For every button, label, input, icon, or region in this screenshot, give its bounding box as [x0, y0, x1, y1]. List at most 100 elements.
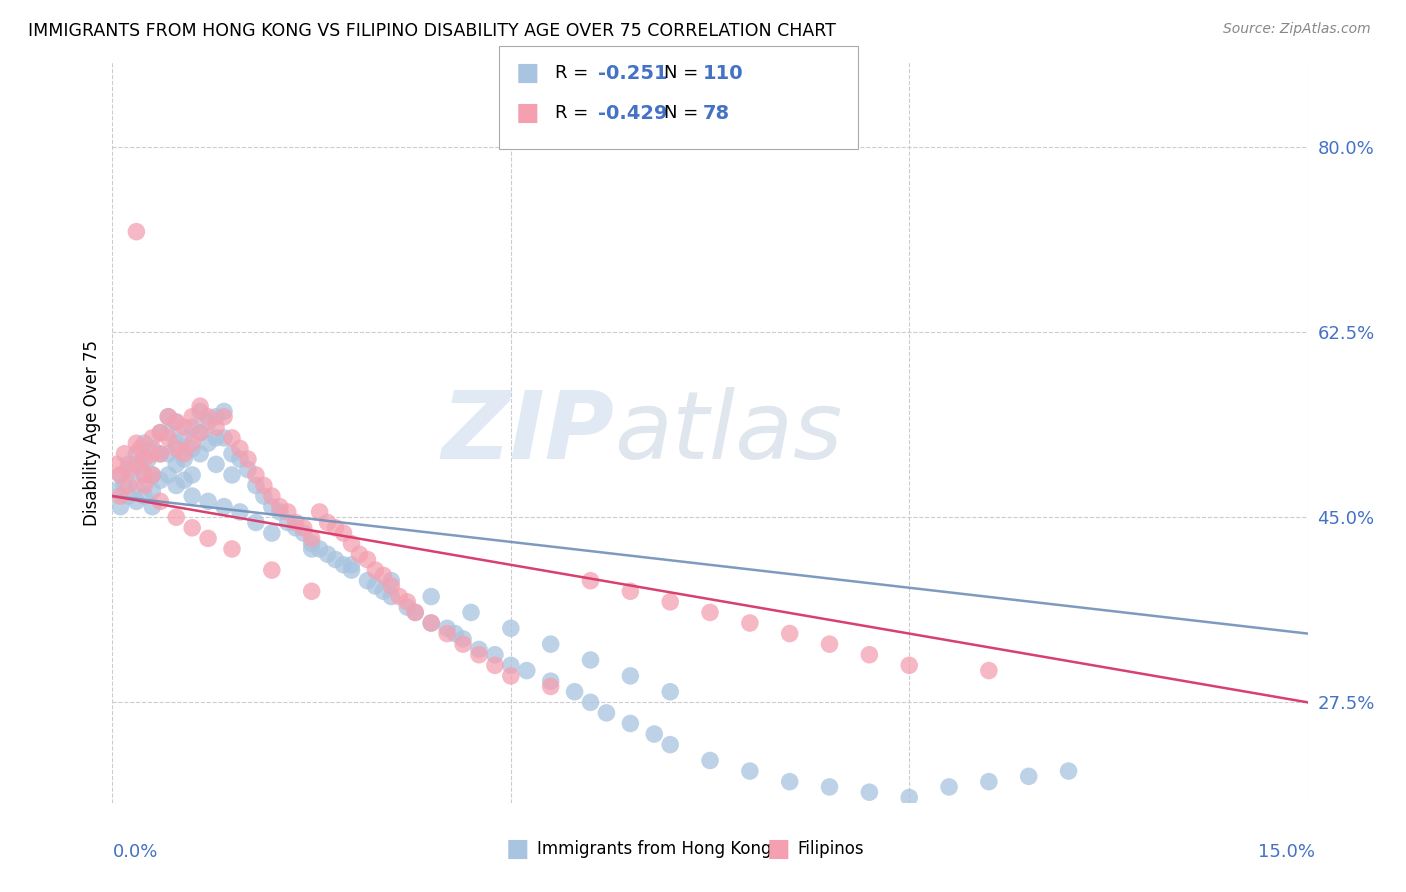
Point: [269, 505, 291, 519]
Point: [373, 568, 395, 582]
Point: [316, 516, 339, 530]
Point: [197, 532, 219, 546]
Point: [125, 494, 148, 508]
Point: [579, 695, 602, 709]
Point: [221, 431, 243, 445]
Point: [340, 558, 363, 572]
Point: [396, 595, 419, 609]
Point: [181, 436, 204, 450]
Point: [619, 669, 641, 683]
Text: 0.0%: 0.0%: [112, 843, 157, 861]
Point: [277, 516, 299, 530]
Point: [977, 774, 1000, 789]
Point: [316, 547, 339, 561]
Point: [659, 595, 682, 609]
Point: [301, 584, 323, 599]
Point: [484, 658, 506, 673]
Point: [125, 225, 148, 239]
Point: [157, 431, 180, 445]
Point: [364, 579, 387, 593]
Point: [165, 415, 187, 429]
Point: [149, 473, 172, 487]
Point: [117, 489, 139, 503]
Point: [325, 552, 347, 566]
Point: [141, 483, 163, 498]
Point: [460, 606, 482, 620]
Point: [141, 431, 163, 445]
Point: [420, 615, 443, 630]
Point: [188, 425, 211, 440]
Point: [643, 727, 665, 741]
Text: 78: 78: [703, 103, 730, 123]
Point: [165, 478, 187, 492]
Point: [229, 452, 252, 467]
Point: [738, 764, 761, 778]
Point: [499, 621, 522, 635]
Point: [818, 637, 841, 651]
Point: [858, 648, 880, 662]
Point: [212, 409, 235, 424]
Point: [579, 653, 602, 667]
Point: [260, 563, 283, 577]
Point: [149, 447, 172, 461]
Point: [388, 590, 411, 604]
Point: [165, 436, 187, 450]
Point: [125, 478, 148, 492]
Point: [292, 521, 315, 535]
Point: [165, 458, 187, 472]
Point: [188, 399, 211, 413]
Point: [110, 489, 132, 503]
Text: Filipinos: Filipinos: [797, 840, 863, 858]
Point: [165, 415, 187, 429]
Point: [149, 425, 172, 440]
Point: [404, 606, 426, 620]
Text: 110: 110: [703, 63, 744, 83]
Point: [245, 478, 267, 492]
Text: Immigrants from Hong Kong: Immigrants from Hong Kong: [537, 840, 772, 858]
Point: [205, 431, 228, 445]
Point: [332, 558, 354, 572]
Point: [173, 447, 195, 461]
Point: [141, 447, 163, 461]
Point: [212, 404, 235, 418]
Point: [197, 415, 219, 429]
Text: N =: N =: [664, 104, 703, 122]
Point: [373, 584, 395, 599]
Point: [188, 404, 211, 418]
Point: [738, 615, 761, 630]
Point: [380, 574, 402, 588]
Point: [110, 467, 132, 482]
Point: [619, 584, 641, 599]
Point: [188, 425, 211, 440]
Point: [134, 436, 156, 450]
Point: [125, 436, 148, 450]
Point: [141, 467, 163, 482]
Text: 15.0%: 15.0%: [1257, 843, 1315, 861]
Point: [149, 447, 172, 461]
Point: [356, 552, 378, 566]
Point: [308, 541, 330, 556]
Point: [260, 489, 283, 503]
Point: [451, 637, 474, 651]
Point: [205, 420, 228, 434]
Point: [301, 532, 323, 546]
Text: IMMIGRANTS FROM HONG KONG VS FILIPINO DISABILITY AGE OVER 75 CORRELATION CHART: IMMIGRANTS FROM HONG KONG VS FILIPINO DI…: [28, 22, 837, 40]
Point: [129, 458, 152, 472]
Point: [110, 467, 132, 482]
Point: [205, 458, 228, 472]
Point: [181, 521, 204, 535]
Point: [364, 563, 387, 577]
Point: [165, 510, 187, 524]
Point: [468, 648, 491, 662]
Point: [173, 473, 195, 487]
Point: [149, 494, 172, 508]
Point: [117, 462, 139, 476]
Text: ■: ■: [766, 838, 790, 861]
Text: N =: N =: [664, 64, 703, 82]
Point: [181, 489, 204, 503]
Point: [221, 447, 243, 461]
Point: [699, 754, 721, 768]
Point: [332, 526, 354, 541]
Point: [1057, 764, 1080, 778]
Point: [595, 706, 617, 720]
